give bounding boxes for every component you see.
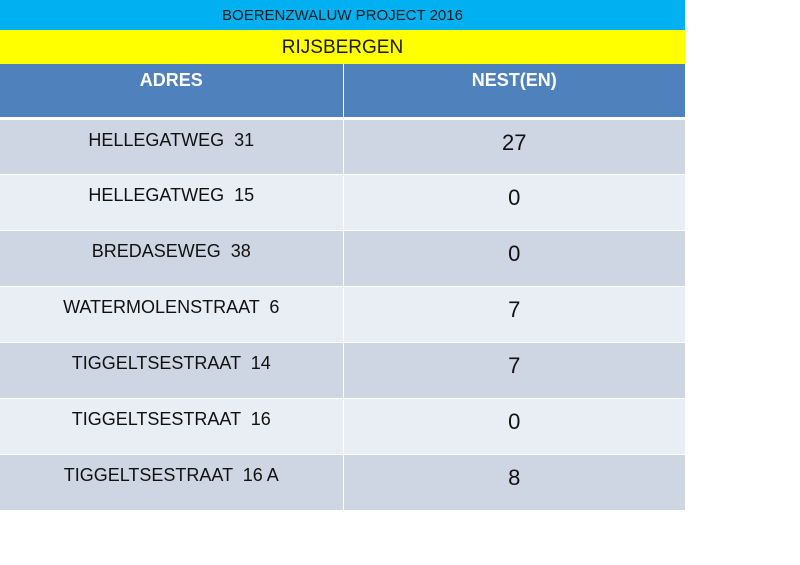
nest-count-sheet: BOERENZWALUW PROJECT 2016 RIJSBERGEN ADR…: [0, 0, 685, 511]
table-row: HELLEGATWEG 31 27: [0, 118, 685, 175]
nest-count-cell: 0: [343, 230, 685, 287]
nest-count-cell: 0: [343, 398, 685, 455]
nest-count-cell: 8: [343, 454, 685, 511]
address-cell: HELLEGATWEG 15: [0, 174, 344, 231]
address-cell: TIGGELTSESTRAAT 16: [0, 398, 344, 455]
table-row: TIGGELTSESTRAAT 14 7: [0, 342, 685, 399]
address-cell: TIGGELTSESTRAAT 16 A: [0, 454, 344, 511]
location-title: RIJSBERGEN: [0, 30, 685, 64]
nest-table: ADRES NEST(EN) HELLEGATWEG 31 27 HELLEGA…: [0, 64, 685, 511]
table-row: TIGGELTSESTRAAT 16 0: [0, 398, 685, 455]
column-header-nests: NEST(EN): [343, 64, 685, 120]
nest-count-cell: 27: [343, 118, 685, 175]
table-row: TIGGELTSESTRAAT 16 A 8: [0, 454, 685, 511]
address-cell: WATERMOLENSTRAAT 6: [0, 286, 344, 343]
address-cell: BREDASEWEG 38: [0, 230, 344, 287]
table-row: BREDASEWEG 38 0: [0, 230, 685, 287]
nest-count-cell: 0: [343, 174, 685, 231]
table-row: WATERMOLENSTRAAT 6 7: [0, 286, 685, 343]
table-row: HELLEGATWEG 15 0: [0, 174, 685, 231]
nest-count-cell: 7: [343, 342, 685, 399]
address-cell: TIGGELTSESTRAAT 14: [0, 342, 344, 399]
column-header-address: ADRES: [0, 64, 344, 120]
project-title: BOERENZWALUW PROJECT 2016: [0, 0, 685, 30]
address-cell: HELLEGATWEG 31: [0, 118, 344, 175]
table-header-row: ADRES NEST(EN): [0, 64, 685, 120]
nest-count-cell: 7: [343, 286, 685, 343]
